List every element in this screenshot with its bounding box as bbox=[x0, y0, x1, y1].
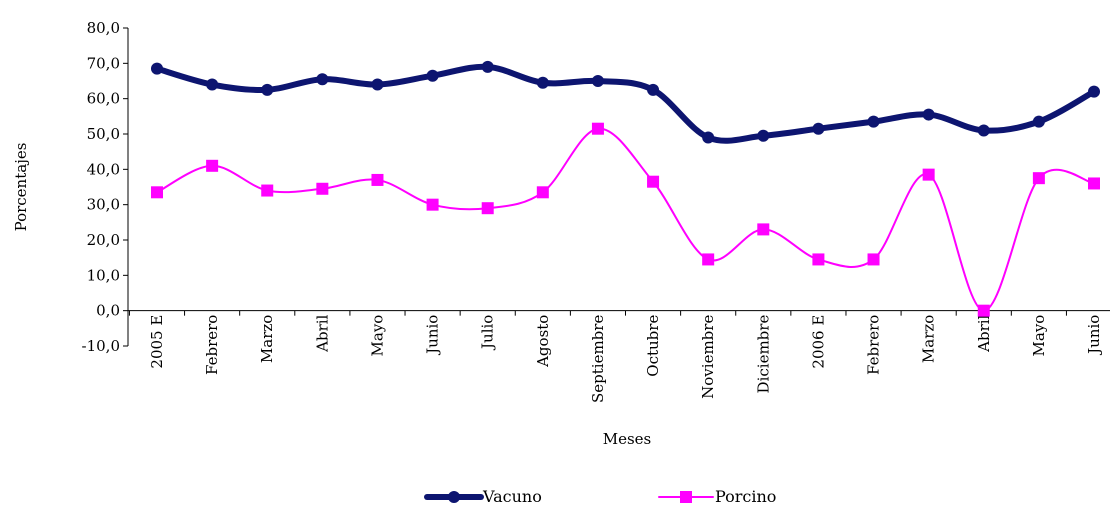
x-tick-label: Marzo bbox=[920, 315, 938, 363]
x-tick-label: Febrero bbox=[865, 315, 883, 375]
data-point-porcino bbox=[977, 304, 990, 317]
x-tick-label: Diciembre bbox=[754, 315, 772, 394]
y-tick-label: -10,0 bbox=[82, 337, 120, 355]
legend-item-porcino: Porcino bbox=[658, 487, 776, 506]
x-tick-label: Septiembre bbox=[589, 315, 607, 403]
x-tick-label: Marzo bbox=[258, 315, 276, 363]
data-point-porcino bbox=[757, 223, 770, 236]
data-point-porcino bbox=[151, 186, 163, 199]
y-tick-label: 30,0 bbox=[87, 196, 120, 214]
x-tick-label: 2006 E bbox=[809, 315, 827, 369]
legend: Vacuno Porcino bbox=[424, 487, 776, 506]
data-point-vacuno bbox=[922, 108, 935, 121]
data-point-vacuno bbox=[757, 129, 770, 142]
data-point-vacuno bbox=[977, 124, 990, 137]
series-layer bbox=[151, 60, 1100, 317]
legend-label-vacuno: Vacuno bbox=[482, 487, 542, 506]
data-point-porcino bbox=[261, 184, 274, 197]
y-tick-label: 80,0 bbox=[87, 19, 120, 37]
data-point-vacuno bbox=[867, 115, 880, 128]
data-point-porcino bbox=[206, 159, 219, 172]
data-point-vacuno bbox=[591, 75, 604, 87]
data-point-vacuno bbox=[426, 69, 439, 82]
data-point-porcino bbox=[867, 253, 880, 266]
data-point-porcino bbox=[371, 173, 384, 186]
data-point-vacuno bbox=[481, 60, 494, 73]
data-point-vacuno bbox=[371, 78, 384, 91]
legend-swatch-marker bbox=[448, 491, 460, 503]
data-point-vacuno bbox=[1032, 115, 1045, 128]
x-tick-label: Julio bbox=[479, 315, 497, 351]
x-tick-label: Junio bbox=[1085, 315, 1103, 356]
series-line-porcino bbox=[156, 127, 1095, 312]
x-tick-label: Octubre bbox=[644, 315, 662, 377]
x-tick-label: Noviembre bbox=[699, 315, 717, 399]
data-point-porcino bbox=[426, 198, 439, 211]
data-point-porcino bbox=[591, 122, 604, 135]
y-axis-title: Porcentajes bbox=[12, 143, 30, 232]
y-tick-label: 60,0 bbox=[87, 90, 120, 108]
legend-label-porcino: Porcino bbox=[715, 487, 776, 506]
data-point-vacuno bbox=[151, 62, 163, 75]
y-tick-label: 0,0 bbox=[96, 302, 120, 320]
x-tick-label: Agosto bbox=[534, 315, 552, 368]
data-point-porcino bbox=[481, 202, 494, 215]
y-tick-label: 10,0 bbox=[87, 266, 120, 284]
series-vacuno bbox=[151, 60, 1100, 144]
data-point-porcino bbox=[812, 253, 825, 266]
x-tick-label: Mayo bbox=[368, 315, 386, 357]
series-line-vacuno bbox=[154, 63, 1097, 144]
data-point-vacuno bbox=[812, 122, 825, 135]
legend-swatch-marker bbox=[680, 491, 692, 503]
data-point-vacuno bbox=[206, 78, 219, 91]
data-point-vacuno bbox=[316, 73, 329, 86]
y-tick-label: 20,0 bbox=[87, 231, 120, 249]
y-axis: -10,0 0,0 10,0 20,0 30,0 40,0 50,0 60,0 70,0 80,0 bbox=[82, 19, 129, 355]
legend-item-vacuno: Vacuno bbox=[424, 487, 542, 506]
data-point-porcino bbox=[1088, 177, 1100, 190]
x-tick-label: Abril bbox=[313, 314, 331, 352]
x-tick-label: Abril bbox=[975, 314, 993, 352]
x-tick-label: Mayo bbox=[1030, 315, 1048, 357]
x-tick-label: Junio bbox=[424, 315, 442, 356]
x-axis: 2005 E Febrero Marzo Abril Mayo Junio Julio Ago… bbox=[128, 310, 1110, 403]
x-axis-title: Meses bbox=[603, 430, 652, 448]
data-point-vacuno bbox=[261, 83, 274, 96]
x-tick-label: Febrero bbox=[203, 315, 221, 375]
y-tick-label: 50,0 bbox=[87, 125, 120, 143]
data-point-porcino bbox=[316, 182, 329, 195]
data-point-vacuno bbox=[1088, 85, 1100, 98]
data-point-porcino bbox=[702, 253, 715, 266]
series-porcino bbox=[151, 122, 1100, 317]
data-point-vacuno bbox=[647, 83, 660, 96]
y-tick-label: 40,0 bbox=[87, 160, 120, 178]
data-point-vacuno bbox=[702, 131, 715, 144]
data-point-porcino bbox=[536, 186, 549, 199]
data-point-porcino bbox=[922, 168, 935, 181]
data-point-porcino bbox=[1032, 172, 1045, 185]
data-point-vacuno bbox=[536, 76, 549, 89]
x-tick-label: 2005 E bbox=[148, 315, 166, 369]
data-point-porcino bbox=[647, 175, 660, 188]
y-tick-label: 70,0 bbox=[87, 54, 120, 72]
